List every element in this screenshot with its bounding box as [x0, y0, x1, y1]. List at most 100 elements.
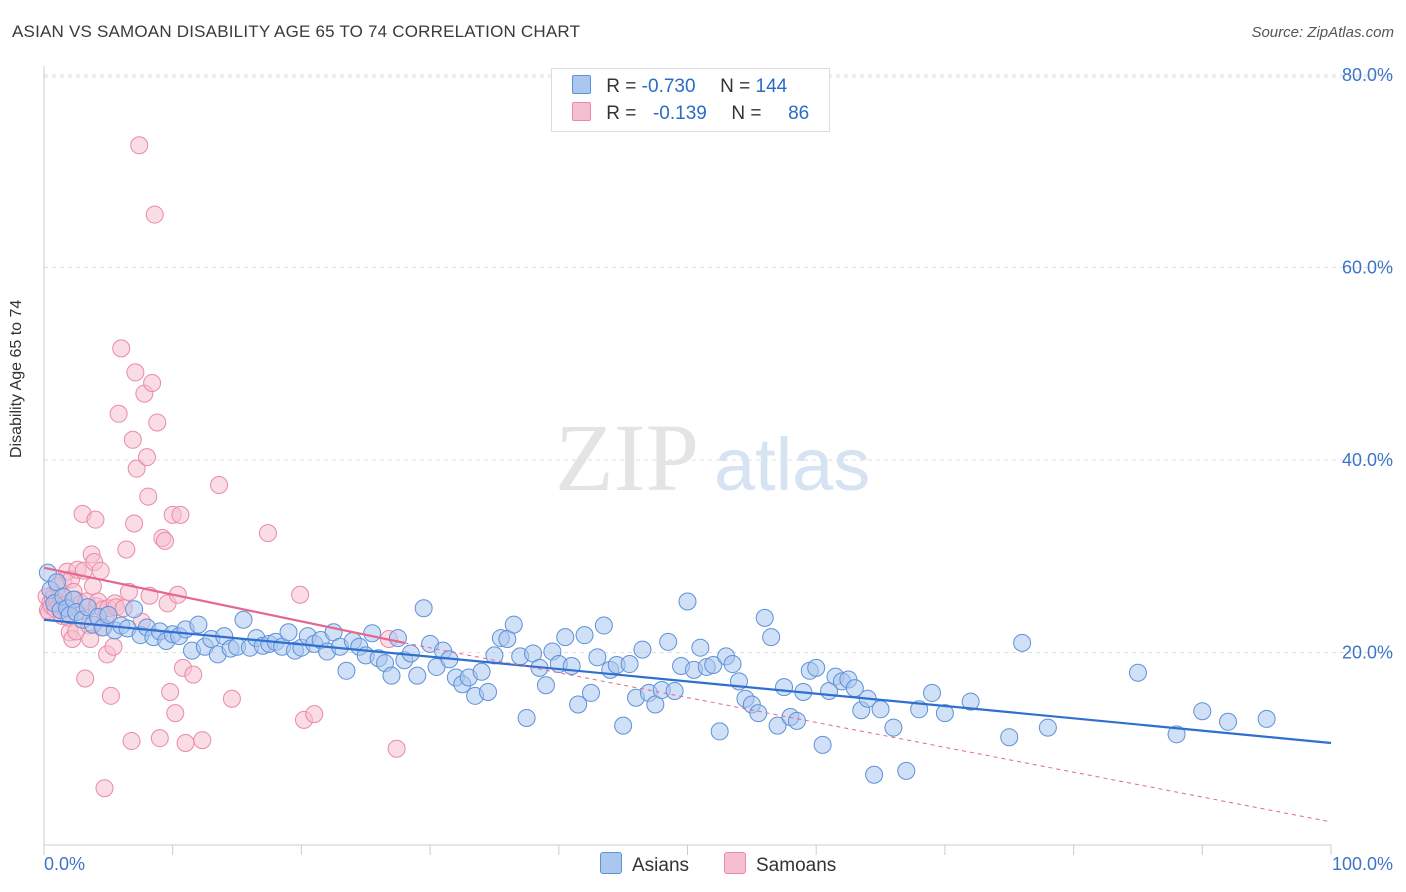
- correlation-legend: R = -0.730 N = 144 R = -0.139 N = 86: [551, 68, 830, 132]
- asian-point: [884, 718, 903, 737]
- samoan-point: [139, 487, 158, 506]
- samoan-point: [119, 582, 138, 601]
- samoan-point: [104, 637, 123, 656]
- asian-point: [659, 632, 678, 651]
- asian-point: [710, 722, 729, 741]
- bottom-samoans-swatch: [724, 852, 746, 874]
- asian-point: [935, 704, 954, 723]
- samoan-point: [176, 733, 195, 752]
- samoan-trend-extension: [404, 642, 1332, 823]
- asian-point: [1219, 712, 1238, 731]
- samoans-r-value: -0.139: [652, 103, 707, 124]
- asian-point: [723, 655, 742, 674]
- samoan-trend-line: [43, 566, 405, 644]
- asian-point: [581, 683, 600, 702]
- y-tick-label: 40.0%: [1342, 450, 1393, 470]
- asian-point: [588, 648, 607, 667]
- bottom-legend-samoans: Samoans: [724, 852, 836, 877]
- samoan-point: [210, 476, 229, 495]
- asian-point: [479, 682, 498, 701]
- asian-point: [1167, 725, 1186, 744]
- asian-point: [472, 662, 491, 681]
- samoan-point: [117, 540, 136, 559]
- asian-point: [1193, 702, 1212, 721]
- samoan-point: [122, 732, 141, 751]
- asian-point: [762, 628, 781, 647]
- asian-point: [749, 704, 768, 723]
- y-tick-label: 20.0%: [1342, 643, 1393, 663]
- samoan-point: [166, 704, 185, 723]
- asian-point: [408, 666, 427, 685]
- asian-point: [897, 761, 916, 780]
- watermark-atlas: atlas: [714, 423, 870, 506]
- samoan-point: [155, 531, 174, 550]
- asian-point: [1038, 718, 1057, 737]
- samoan-point: [258, 524, 277, 543]
- samoan-point: [222, 689, 241, 708]
- samoan-point: [150, 729, 169, 748]
- asian-point: [517, 708, 536, 727]
- samoan-point: [130, 136, 149, 155]
- samoan-point: [86, 510, 105, 529]
- samoan-point: [91, 561, 110, 580]
- asian-trend-line: [43, 618, 1332, 745]
- asian-point: [1013, 633, 1032, 652]
- asians-swatch: [572, 75, 591, 94]
- asian-point: [337, 661, 356, 680]
- asian-point: [189, 615, 208, 634]
- bottom-samoans-label: Samoans: [756, 855, 837, 876]
- samoan-point: [305, 705, 324, 724]
- samoans-swatch: [572, 102, 591, 121]
- samoan-point: [171, 505, 190, 524]
- samoan-point: [148, 413, 167, 432]
- samoan-point: [101, 686, 120, 705]
- watermark-zip: ZIP: [555, 404, 699, 511]
- samoan-point: [184, 665, 203, 684]
- asian-point: [363, 624, 382, 643]
- asian-point: [775, 678, 794, 697]
- asian-point: [556, 628, 575, 647]
- asians-r-value: -0.730: [641, 76, 696, 97]
- asian-point: [504, 615, 523, 634]
- samoans-n-label: N =: [731, 103, 762, 124]
- asian-point: [594, 616, 613, 635]
- asian-point: [614, 716, 633, 735]
- asian-point: [99, 605, 118, 624]
- samoan-point: [109, 404, 128, 423]
- asian-point: [865, 765, 884, 784]
- bottom-asians-label: Asians: [632, 855, 690, 876]
- samoan-point: [112, 339, 131, 358]
- asian-point: [665, 682, 684, 700]
- chart-title: ASIAN VS SAMOAN DISABILITY AGE 65 TO 74 …: [12, 22, 581, 41]
- samoan-point: [143, 374, 162, 392]
- asian-point: [787, 711, 806, 730]
- asian-point: [414, 599, 433, 618]
- asian-point: [813, 735, 832, 754]
- x-tick-label-max: 100.0%: [1332, 854, 1393, 874]
- asian-point: [234, 610, 253, 629]
- samoan-point: [145, 205, 164, 224]
- samoan-point: [127, 459, 146, 478]
- asian-point: [691, 638, 710, 657]
- asian-point: [923, 683, 942, 702]
- chart-source: Source: ZipAtlas.com: [1251, 24, 1394, 41]
- asian-point: [575, 626, 594, 645]
- y-tick-label: 80.0%: [1342, 65, 1393, 85]
- asian-point: [1257, 709, 1276, 728]
- samoan-point: [123, 430, 142, 449]
- samoan-point: [137, 448, 156, 467]
- samoan-point: [76, 669, 95, 688]
- samoans-r-label: R =: [606, 103, 637, 124]
- asian-point: [768, 716, 787, 735]
- asian-point: [125, 600, 144, 619]
- asian-point: [633, 640, 652, 659]
- samoan-point: [291, 585, 310, 604]
- asian-point: [569, 695, 588, 714]
- samoan-point: [95, 779, 114, 798]
- asian-point: [678, 592, 697, 611]
- samoans-n-value: 86: [788, 103, 810, 124]
- asian-point: [382, 666, 401, 685]
- samoan-point: [193, 731, 212, 750]
- asian-point: [279, 623, 298, 642]
